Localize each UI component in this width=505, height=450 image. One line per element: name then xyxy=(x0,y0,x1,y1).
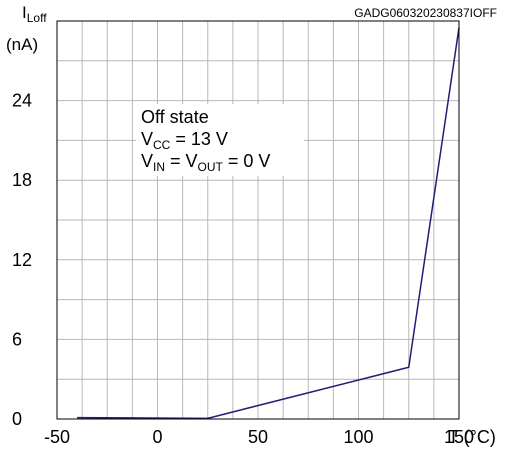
x-tick-label: -50 xyxy=(44,427,70,447)
x-tick-label: 50 xyxy=(248,427,268,447)
y-axis-label: ILoff xyxy=(22,3,47,25)
y-tick-label: 6 xyxy=(12,329,22,349)
y-tick-label: 18 xyxy=(12,170,32,190)
x-axis-label: T (°C) xyxy=(448,427,496,447)
grid xyxy=(57,21,459,419)
tick-labels: -50 0 50 100 150 0 6 12 18 24 xyxy=(12,91,474,447)
annotation-line-3: VIN = VOUT = 0 V xyxy=(141,151,270,174)
figure-code: GADG060320230837IOFF xyxy=(354,6,497,20)
x-tick-label: 100 xyxy=(343,427,373,447)
plot-frame xyxy=(56,20,460,420)
x-tick-label: 150 xyxy=(444,427,474,447)
y-tick-label: 12 xyxy=(12,250,32,270)
annotation-box xyxy=(136,104,304,176)
series-line xyxy=(77,27,460,420)
x-tick-label: 0 xyxy=(152,427,162,447)
y-axis-unit: (nA) xyxy=(6,35,38,54)
y-tick-label: 24 xyxy=(12,91,32,111)
annotation-line-2: VCC = 13 V xyxy=(141,129,228,152)
annotation-line-1: Off state xyxy=(141,107,209,127)
y-tick-label: 0 xyxy=(12,409,22,429)
series-layer xyxy=(77,27,460,420)
